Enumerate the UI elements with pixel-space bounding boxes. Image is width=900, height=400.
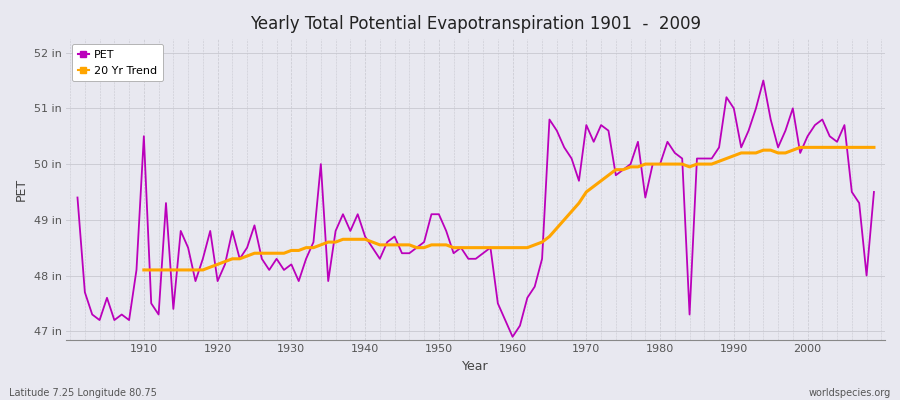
X-axis label: Year: Year (463, 360, 489, 373)
Text: Latitude 7.25 Longitude 80.75: Latitude 7.25 Longitude 80.75 (9, 388, 157, 398)
Legend: PET, 20 Yr Trend: PET, 20 Yr Trend (72, 44, 163, 81)
Text: worldspecies.org: worldspecies.org (809, 388, 891, 398)
Y-axis label: PET: PET (15, 178, 28, 201)
Title: Yearly Total Potential Evapotranspiration 1901  -  2009: Yearly Total Potential Evapotranspiratio… (250, 15, 701, 33)
